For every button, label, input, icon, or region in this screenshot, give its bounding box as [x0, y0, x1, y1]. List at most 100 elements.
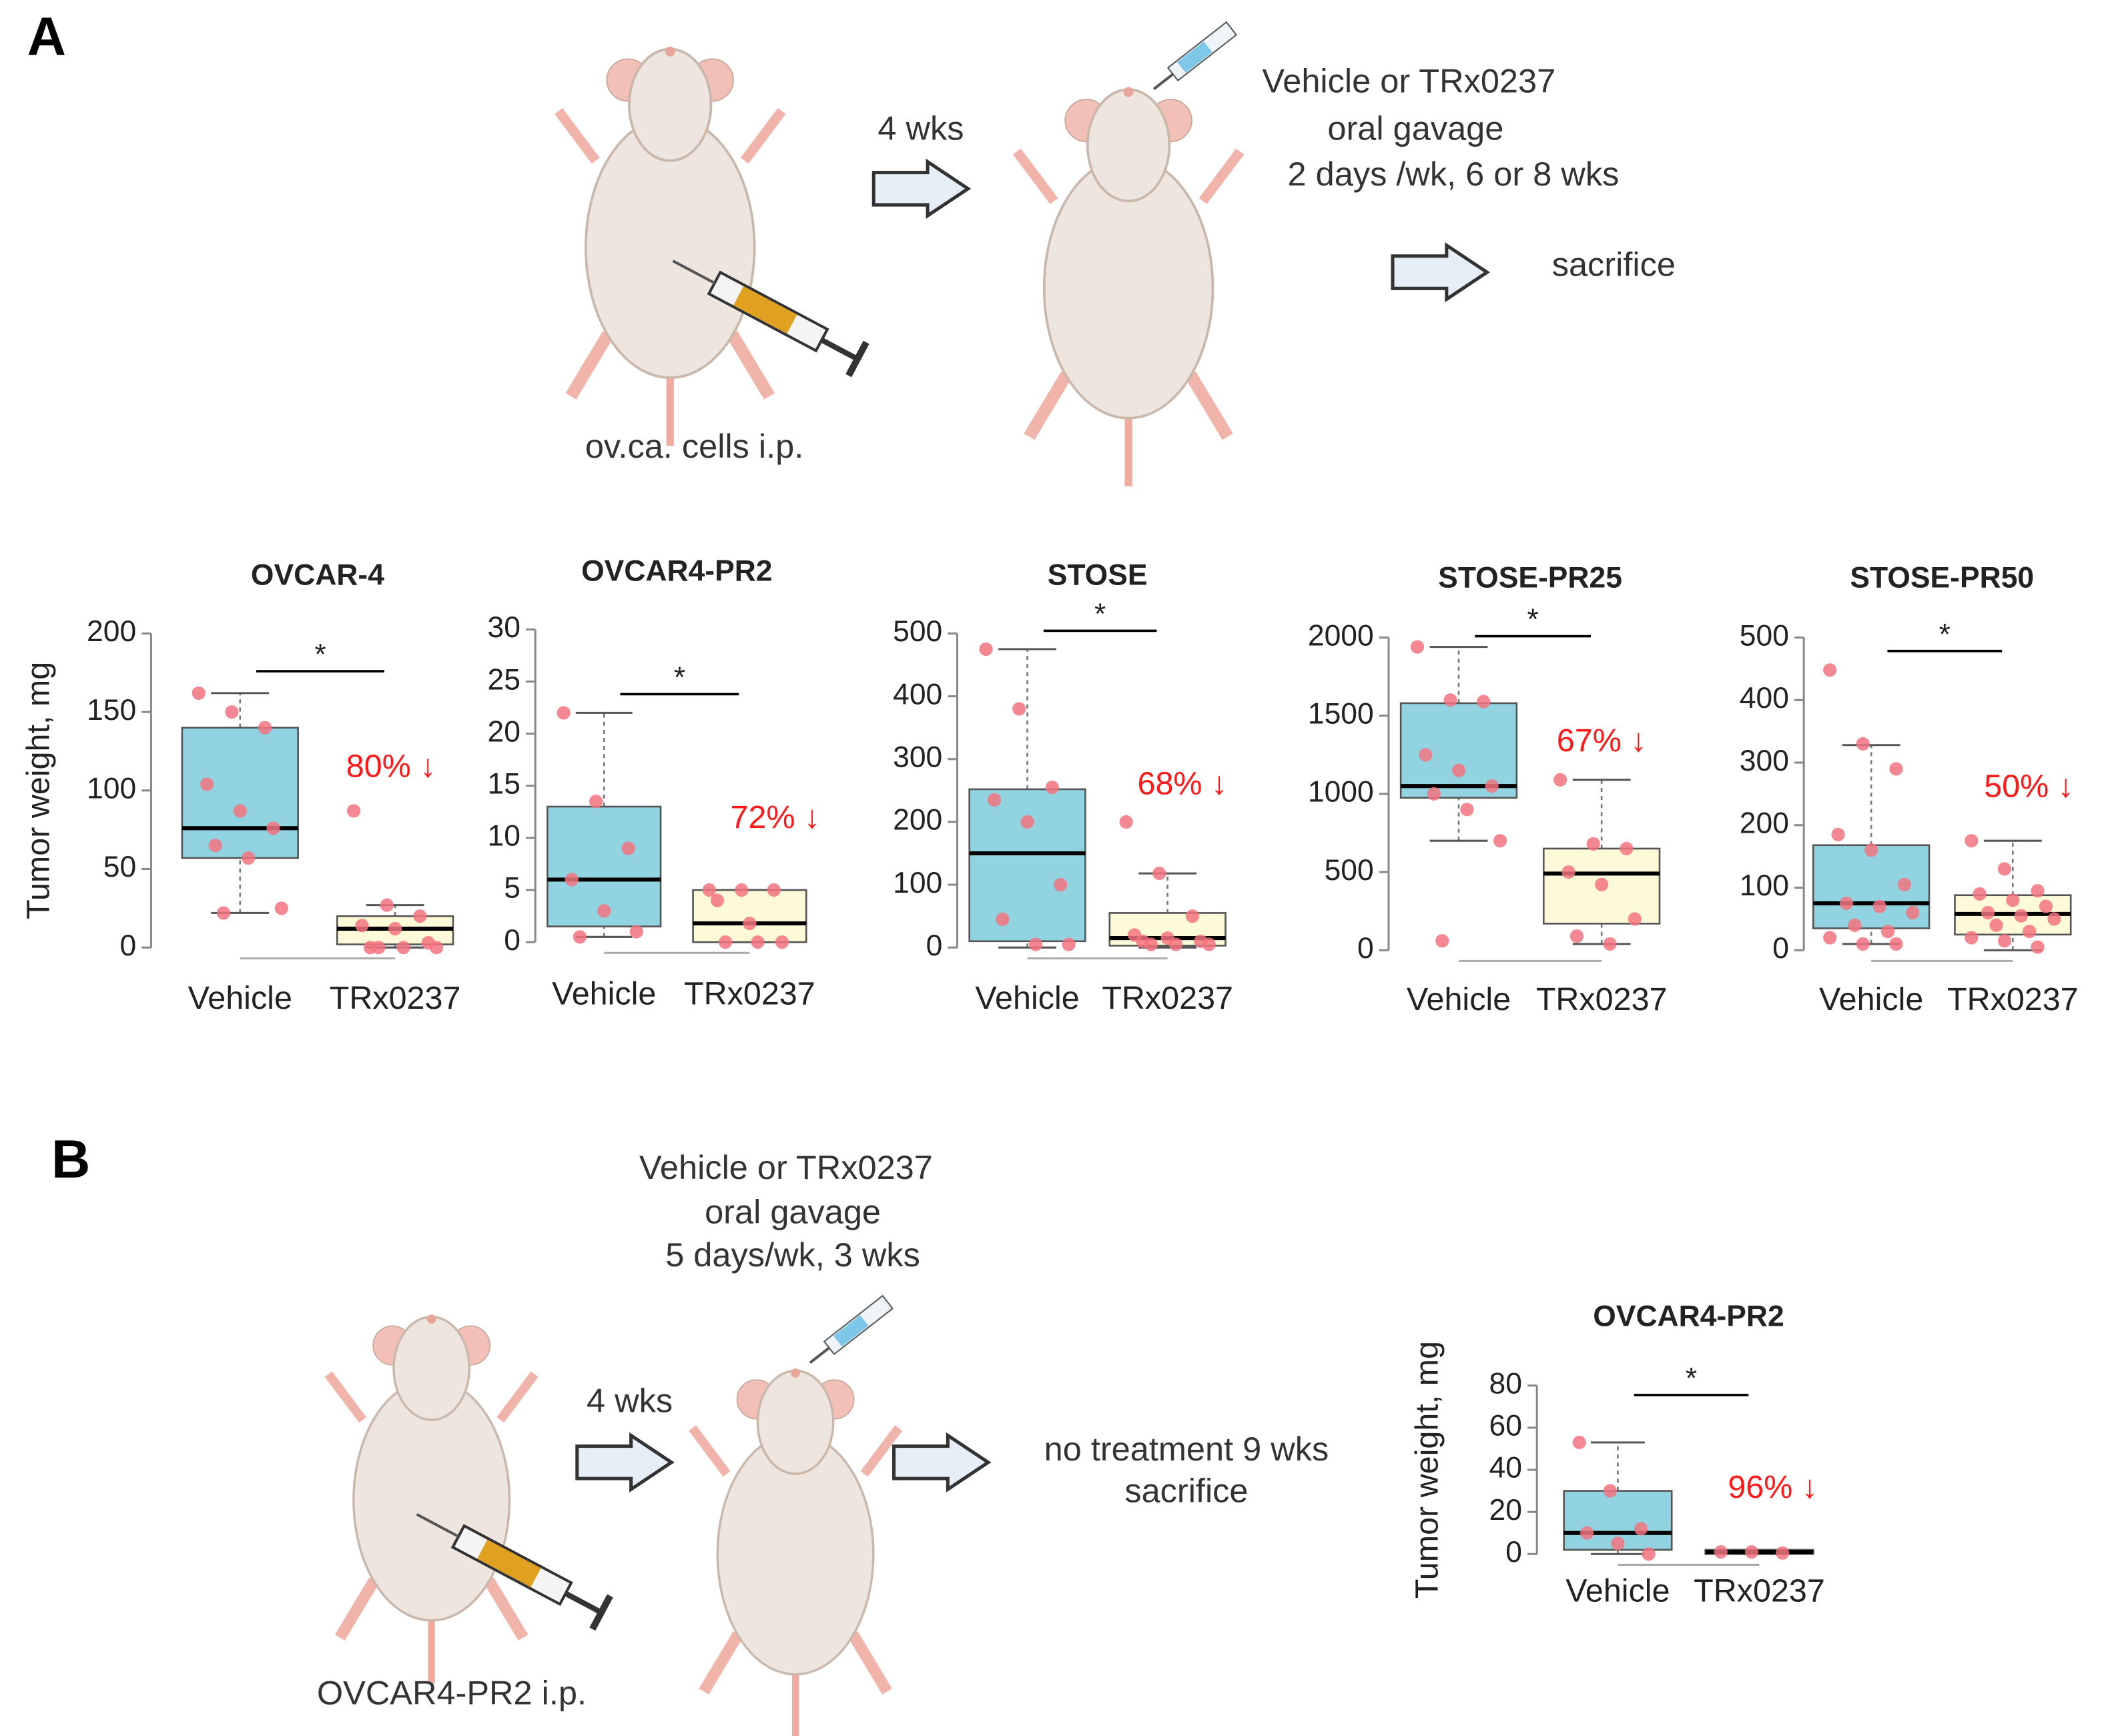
data-point [2006, 893, 2020, 907]
data-point [1054, 877, 1068, 892]
data-point [1831, 827, 1845, 841]
significance: * [674, 661, 685, 694]
data-point [1642, 1547, 1656, 1561]
y-tick-label: 5 [504, 872, 520, 905]
data-point [1477, 695, 1491, 709]
y-axis-label: Tumor weight, mg [1409, 1341, 1445, 1599]
chart-title: OVCAR4-PR2 [1593, 1300, 1784, 1332]
reduction-label: 72% ↓ [730, 799, 820, 835]
diagram-text: no treatment 9 wks [1044, 1430, 1329, 1468]
significance: * [1527, 603, 1538, 636]
data-point [258, 721, 272, 735]
diagram-text: ov.ca. cells i.p. [585, 427, 803, 465]
data-point [996, 912, 1010, 926]
data-point [1586, 837, 1600, 851]
box [968, 788, 1086, 943]
diagram-b: 4 wks Vehicle or TRx0237 oral gavage 5 d… [317, 1148, 1329, 1736]
y-tick-label: 100 [87, 773, 136, 805]
data-point [274, 901, 288, 915]
y-tick-label: 20 [1489, 1494, 1522, 1527]
y-tick-label: 0 [1357, 932, 1374, 965]
data-point [1744, 1545, 1759, 1559]
data-point [1823, 931, 1837, 945]
chart-title: OVCAR4-PR2 [581, 554, 772, 587]
data-point [1839, 896, 1854, 911]
data-point [629, 925, 643, 939]
data-point [1152, 867, 1166, 881]
diagram-text: Vehicle or TRx0237 [639, 1148, 933, 1186]
y-tick-label: 200 [1740, 807, 1789, 839]
data-point [216, 906, 231, 920]
data-point [1973, 887, 1987, 901]
data-point [1628, 912, 1642, 926]
data-point [1776, 1546, 1790, 1560]
data-point [1997, 862, 2012, 876]
data-point [346, 804, 361, 818]
data-point [751, 935, 765, 949]
data-point [2031, 940, 2045, 954]
y-tick-label: 2000 [1308, 619, 1374, 652]
data-point [565, 873, 579, 887]
data-point [1880, 925, 1895, 939]
reduction-label: 96% ↓ [1728, 1469, 1818, 1505]
data-point [979, 642, 993, 657]
data-point [1897, 877, 1911, 891]
diagram-a: 4 wks Vehicle or TRx0237 oral gavage 2 d… [559, 22, 1676, 486]
x-tick-label: Vehicle [1407, 981, 1511, 1017]
data-point [1435, 934, 1449, 948]
chart-title: STOSE-PR50 [1850, 561, 2034, 594]
data-point [1714, 1545, 1728, 1559]
significance: * [1094, 598, 1106, 630]
data-point [1410, 640, 1425, 654]
data-point [1965, 931, 1979, 945]
data-point [1856, 937, 1870, 951]
data-point [1603, 937, 1617, 951]
data-point [1119, 815, 1133, 829]
data-point [1889, 762, 1903, 776]
chart-title: STOSE-PR25 [1438, 561, 1622, 594]
y-tick-label: 0 [504, 924, 520, 957]
diagram-text: 2 days /wk, 6 or 8 wks [1288, 155, 1620, 193]
data-point [1848, 918, 1862, 932]
chart-title: STOSE [1048, 558, 1148, 591]
y-tick-label: 80 [1489, 1367, 1522, 1400]
reduction-label: 67% ↓ [1557, 723, 1647, 759]
y-tick-label: 15 [488, 768, 520, 801]
reduction-label: 50% ↓ [1984, 769, 2074, 805]
data-point [1427, 787, 1441, 801]
y-tick-label: 400 [1740, 682, 1789, 715]
chart-title: OVCAR-4 [251, 558, 384, 591]
data-point [1572, 1435, 1586, 1450]
data-point [1485, 779, 1499, 793]
data-point [208, 839, 222, 853]
significance: * [1939, 618, 1951, 650]
data-point [372, 941, 386, 955]
data-point [1864, 843, 1878, 857]
data-point [1460, 803, 1474, 817]
data-point [1419, 748, 1433, 762]
data-point [775, 935, 789, 949]
data-point [735, 883, 749, 897]
data-point [1634, 1522, 1648, 1536]
y-tick-label: 100 [893, 867, 942, 899]
data-point [1989, 918, 2003, 932]
data-point [1620, 841, 1634, 856]
panel-label: B [51, 1130, 90, 1190]
data-point [1561, 865, 1575, 879]
data-point [413, 909, 427, 923]
y-tick-label: 0 [119, 929, 136, 962]
data-point [1889, 937, 1903, 951]
panel-label: A [27, 7, 66, 67]
significance: * [314, 638, 326, 671]
data-point [266, 821, 280, 835]
data-point [2014, 909, 2028, 923]
data-point [1185, 909, 1199, 923]
y-tick-label: 20 [488, 715, 520, 748]
y-tick-label: 1000 [1308, 776, 1374, 809]
y-tick-label: 200 [893, 804, 942, 837]
data-point [987, 793, 1002, 807]
y-tick-label: 10 [488, 820, 520, 853]
reduction-label: 80% ↓ [346, 748, 436, 784]
data-point [573, 930, 587, 944]
data-point [1906, 905, 1920, 920]
